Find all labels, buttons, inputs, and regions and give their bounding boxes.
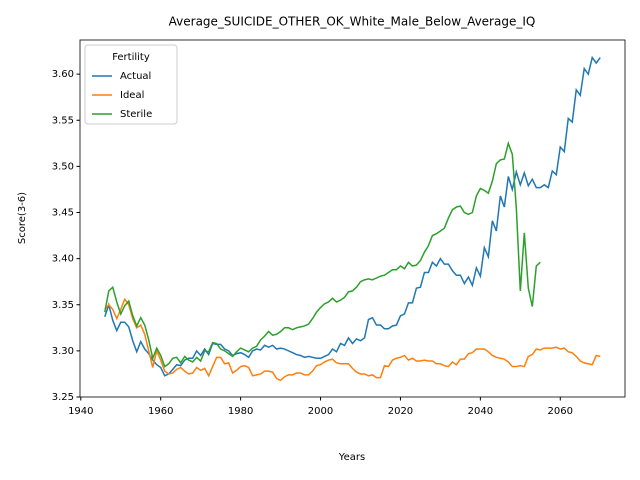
- axes-frame: [79, 39, 626, 398]
- legend-title: Fertility: [112, 52, 150, 63]
- x-tick-label: 2000: [308, 406, 333, 417]
- data-line: [104, 140, 541, 368]
- data-line: [104, 297, 601, 382]
- y-tick-label: 3.50: [52, 161, 74, 172]
- y-tick-label: 3.30: [52, 346, 74, 357]
- legend-label: Ideal: [120, 90, 144, 101]
- y-axis-label: Score(3-6): [17, 192, 28, 244]
- x-tick-label: 2060: [548, 406, 573, 417]
- y-tick-label: 3.55: [52, 115, 74, 126]
- y-tick-label: 3.35: [52, 300, 74, 311]
- y-tick-label: 3.25: [52, 392, 74, 403]
- x-tick-label: 2040: [468, 406, 493, 417]
- x-axis-label: Years: [338, 452, 365, 463]
- y-tick-label: 3.60: [52, 69, 74, 80]
- y-tick-label: 3.40: [52, 254, 74, 265]
- y-tick-label: 3.45: [52, 208, 74, 219]
- chart-title: Average_SUICIDE_OTHER_OK_White_Male_Belo…: [169, 15, 536, 29]
- x-tick-label: 1980: [228, 406, 253, 417]
- x-tick-label: 1940: [68, 406, 93, 417]
- legend-box: [84, 44, 178, 125]
- legend-label: Actual: [120, 71, 151, 82]
- x-tick-label: 1960: [148, 406, 173, 417]
- data-line: [104, 55, 601, 377]
- legend-label: Sterile: [120, 109, 152, 120]
- x-tick-label: 2020: [388, 406, 413, 417]
